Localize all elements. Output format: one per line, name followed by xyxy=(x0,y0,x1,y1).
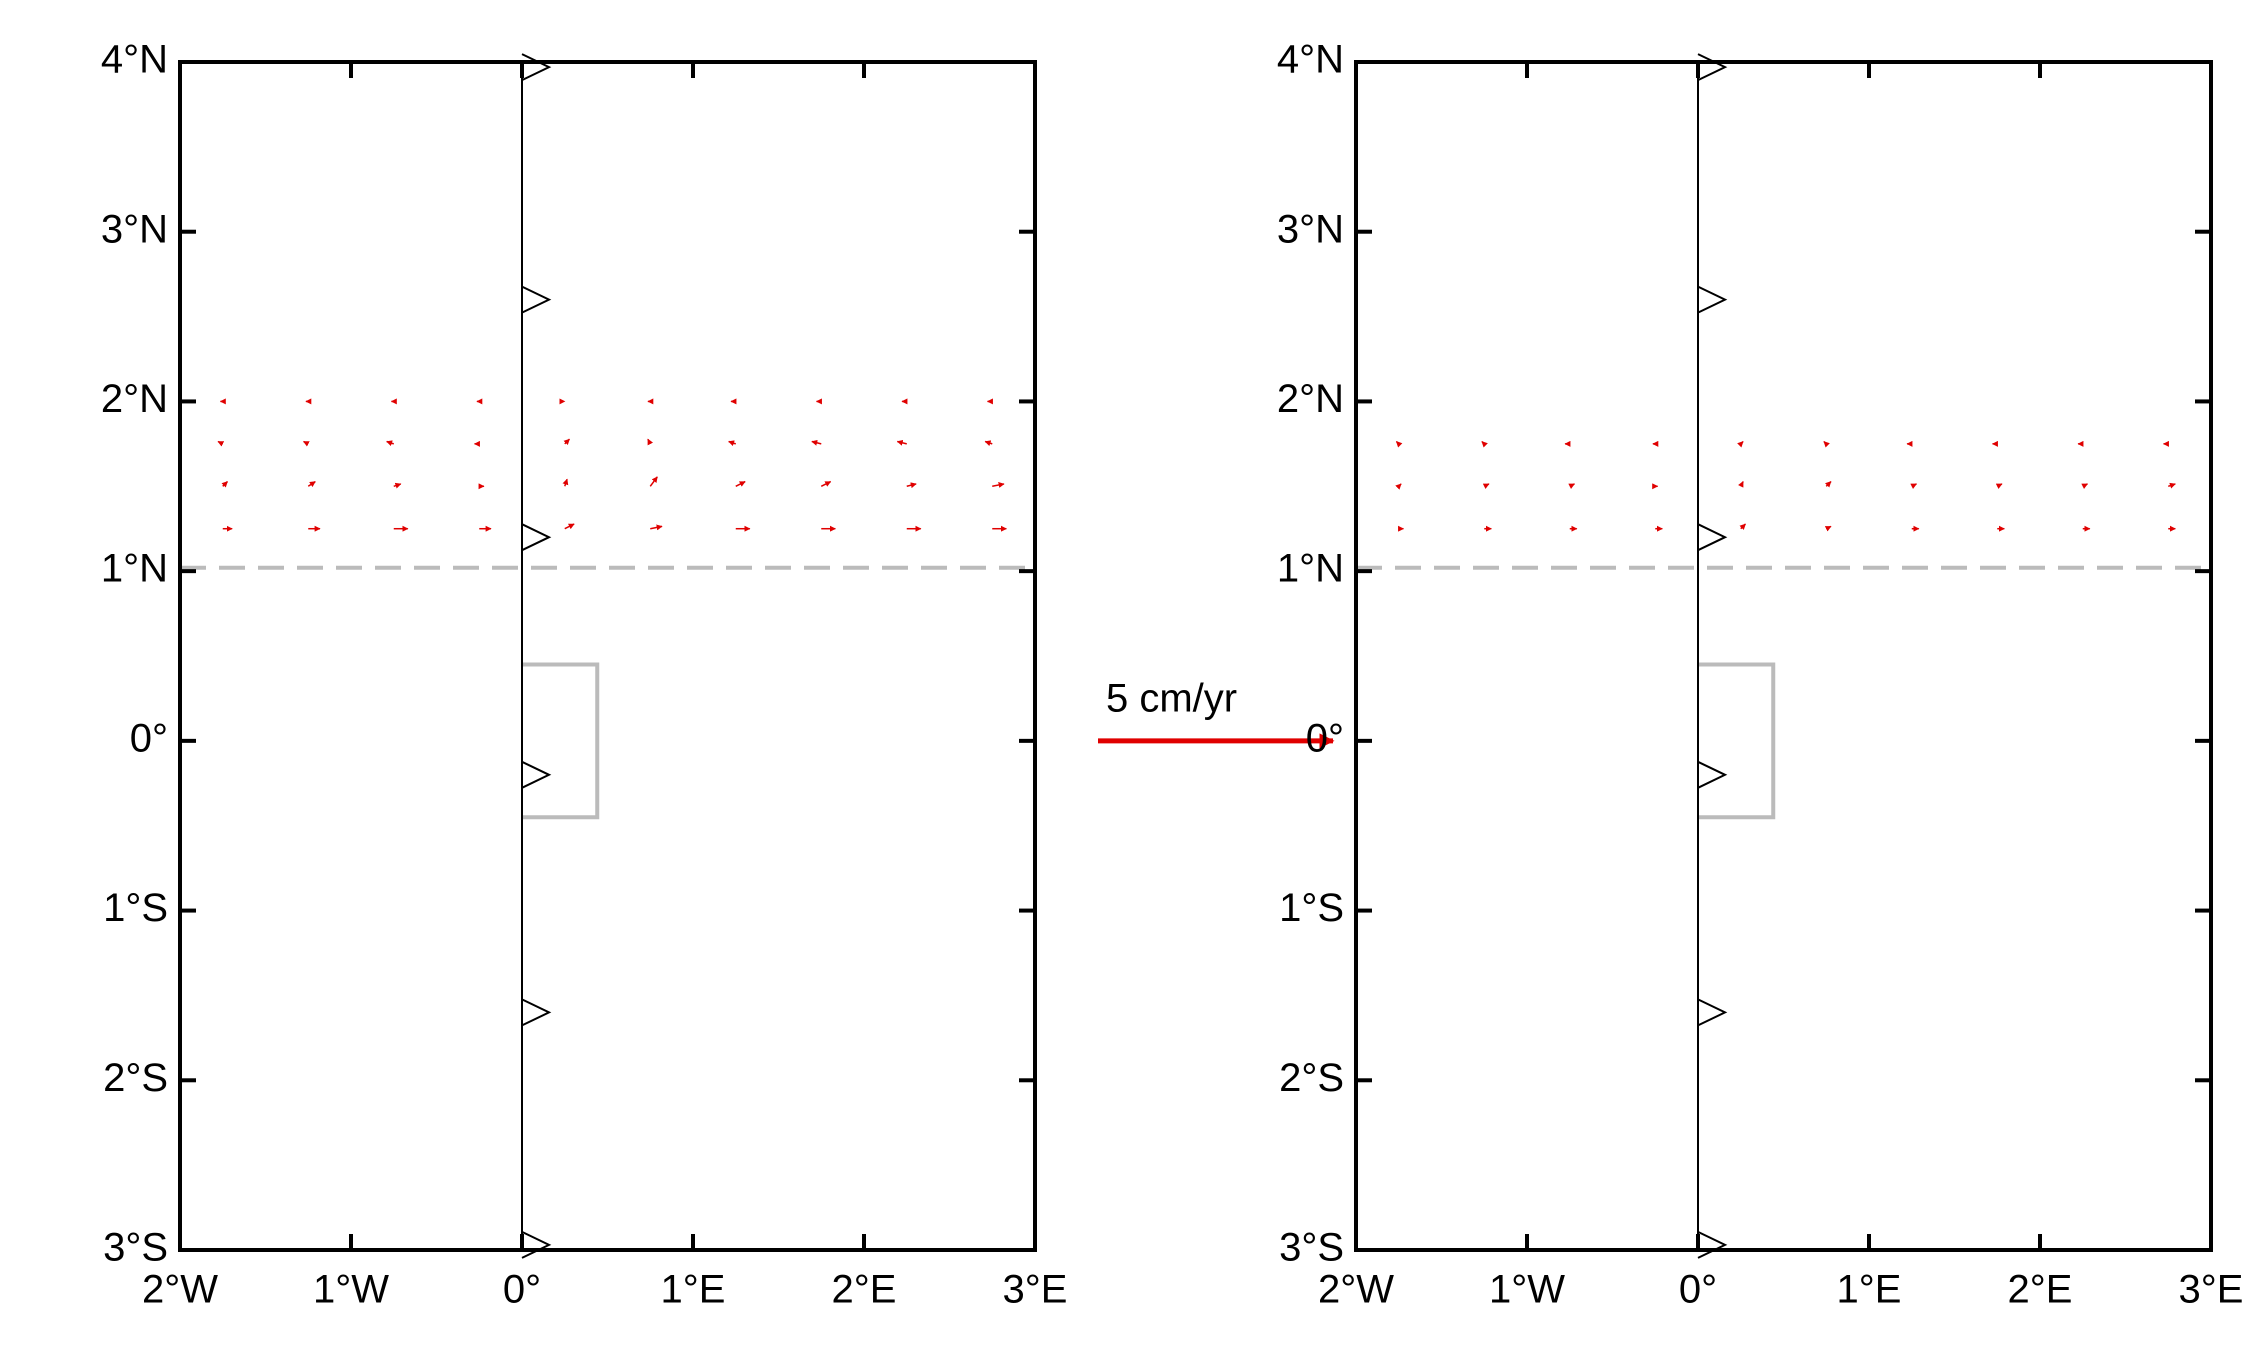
y-tick-label: 1°S xyxy=(1279,886,1344,930)
vector xyxy=(820,480,832,487)
vector xyxy=(1395,440,1403,448)
x-tick-label: 1°E xyxy=(1837,1268,1902,1312)
station-marker xyxy=(521,1231,552,1259)
y-tick-label: 4°N xyxy=(1277,38,1344,82)
vector xyxy=(1825,481,1832,488)
y-tick-label: 2°N xyxy=(101,377,168,421)
vector xyxy=(649,476,658,487)
station-marker xyxy=(1697,53,1728,81)
vector xyxy=(896,439,907,446)
reference-label: 5 cm/yr xyxy=(1106,676,1237,720)
station-marker xyxy=(1697,523,1728,552)
y-tick-label: 1°S xyxy=(103,886,168,930)
x-tick-label: 1°E xyxy=(661,1268,726,1312)
station-marker xyxy=(521,760,552,789)
vector xyxy=(221,481,228,488)
vector xyxy=(906,482,917,489)
y-tick-label: 1°N xyxy=(1277,547,1344,591)
vector xyxy=(1738,481,1744,488)
plot-frame xyxy=(178,60,1037,1252)
vector xyxy=(1824,525,1832,532)
y-tick-label: 4°N xyxy=(101,38,168,82)
station-marker xyxy=(521,998,552,1027)
vector xyxy=(992,482,1005,488)
vector xyxy=(217,440,225,447)
vector xyxy=(1481,440,1488,448)
y-tick-label: 2°S xyxy=(1279,1056,1344,1100)
vector xyxy=(303,440,310,447)
y-tick-label: 1°N xyxy=(101,547,168,591)
vector xyxy=(1482,483,1490,490)
vector xyxy=(650,524,663,531)
x-tick-label: 1°W xyxy=(1489,1268,1565,1312)
x-tick-label: 3°E xyxy=(1003,1268,1068,1312)
vector xyxy=(647,438,653,446)
region-box xyxy=(1698,662,1776,820)
station-marker xyxy=(1697,998,1728,1027)
y-tick-label: 3°S xyxy=(103,1226,168,1270)
x-tick-label: 0° xyxy=(503,1268,541,1312)
y-tick-label: 3°N xyxy=(101,207,168,251)
x-tick-label: 2°E xyxy=(832,1268,897,1312)
x-tick-label: 3°E xyxy=(2179,1268,2244,1312)
y-tick-label: 2°S xyxy=(103,1056,168,1100)
y-tick-label: 3°S xyxy=(1279,1226,1344,1270)
vector xyxy=(1568,483,1575,490)
vector xyxy=(1995,483,2003,490)
y-tick-label: 3°N xyxy=(1277,207,1344,251)
vector xyxy=(2081,483,2088,490)
x-tick-label: 1°W xyxy=(313,1268,389,1312)
x-tick-label: 2°E xyxy=(2008,1268,2073,1312)
station-marker xyxy=(1697,760,1728,789)
station-marker xyxy=(521,53,552,81)
y-tick-label: 0° xyxy=(130,716,168,760)
x-tick-label: 0° xyxy=(1679,1268,1717,1312)
station-marker xyxy=(1697,285,1728,314)
y-tick-label: 2°N xyxy=(1277,377,1344,421)
vector xyxy=(2168,482,2176,489)
x-tick-label: 2°W xyxy=(142,1268,218,1312)
region-box xyxy=(522,662,600,820)
station-marker xyxy=(1697,1231,1728,1259)
vector xyxy=(728,440,736,447)
plot-frame xyxy=(1354,60,2213,1252)
vector xyxy=(1739,523,1746,530)
vector xyxy=(1910,483,1917,490)
station-marker xyxy=(521,285,552,314)
vector xyxy=(563,438,570,446)
vector xyxy=(1823,440,1830,448)
x-tick-label: 2°W xyxy=(1318,1268,1394,1312)
vector xyxy=(386,440,394,447)
vector xyxy=(393,482,402,489)
vector xyxy=(1737,440,1744,448)
vector xyxy=(984,440,993,447)
y-tick-label: 0° xyxy=(1306,716,1344,760)
station-marker xyxy=(521,523,552,552)
vector xyxy=(307,480,316,488)
vector xyxy=(735,480,746,487)
vector xyxy=(564,523,575,530)
vector xyxy=(811,439,822,446)
vector xyxy=(1395,483,1402,490)
vector xyxy=(562,478,569,487)
